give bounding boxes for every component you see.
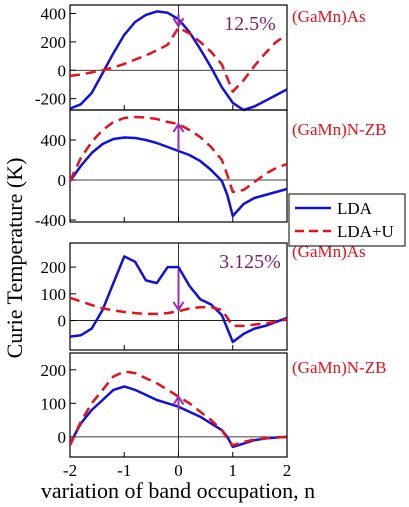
legend-box bbox=[288, 193, 406, 247]
panel-label: (GaMn)N-ZB bbox=[292, 120, 386, 139]
legend: LDA LDA+U bbox=[288, 193, 406, 247]
panel-label: (GaMn)As bbox=[292, 242, 366, 261]
x-axis-title: variation of band occupation, n bbox=[41, 478, 315, 503]
y-tick-label: 0 bbox=[58, 61, 67, 80]
x-tick-label: 1 bbox=[229, 461, 238, 480]
y-tick-label: 200 bbox=[41, 33, 67, 52]
y-tick-label: 100 bbox=[41, 394, 67, 413]
x-tick-label: -1 bbox=[117, 461, 131, 480]
y-tick-label: 0 bbox=[58, 171, 67, 190]
y-tick-label: 0 bbox=[58, 312, 67, 331]
panel-1: 400 200 0 -200 (GaMn)As 12.5% bbox=[35, 4, 366, 112]
x-tick-label: -2 bbox=[63, 461, 77, 480]
series-lda-u-line bbox=[68, 115, 288, 194]
x-tick-label: 2 bbox=[283, 461, 292, 480]
series-lda-u-line bbox=[69, 26, 288, 93]
y-tick-label: 400 bbox=[41, 131, 67, 150]
series-lda-u-line bbox=[69, 296, 288, 328]
y-tick-label: 400 bbox=[41, 5, 67, 24]
y-tick-label: -200 bbox=[35, 90, 66, 109]
series-lda-u-line bbox=[68, 370, 288, 447]
panel-label: (GaMn)N-ZB bbox=[292, 358, 386, 377]
series-lda-line bbox=[69, 255, 288, 344]
panel-label: (GaMn)As bbox=[292, 7, 366, 26]
legend-label-lda-u: LDA+U bbox=[337, 222, 394, 241]
arrow-head bbox=[172, 17, 185, 29]
y-axis-title: Curie Temperature (K) bbox=[2, 158, 27, 359]
arrow-head bbox=[172, 301, 185, 312]
x-tick-label: 0 bbox=[174, 461, 183, 480]
series-lda-line bbox=[68, 136, 288, 218]
legend-label-lda: LDA bbox=[337, 199, 373, 218]
panel-4: 200 100 0 (GaMn)N-ZB bbox=[41, 352, 386, 458]
arrow-head bbox=[172, 122, 185, 133]
panels-layer: 4002000-200(GaMn)As12.5%4000-400(GaMn)N-… bbox=[35, 4, 386, 480]
y-tick-label: 200 bbox=[41, 361, 67, 380]
y-tick-label: 100 bbox=[41, 285, 67, 304]
panel-2: 400 0 -400 (GaMn)N-ZB bbox=[35, 109, 386, 230]
concentration-annotation: 3.125% bbox=[219, 251, 281, 273]
panel-3: 200 100 0 (GaMn)As 3.125% bbox=[41, 242, 366, 351]
y-tick-label: 0 bbox=[58, 428, 67, 447]
y-tick-label: 200 bbox=[41, 258, 67, 277]
y-tick-label: -400 bbox=[35, 211, 66, 230]
arrow-head bbox=[172, 394, 185, 406]
concentration-annotation: 12.5% bbox=[224, 13, 276, 35]
